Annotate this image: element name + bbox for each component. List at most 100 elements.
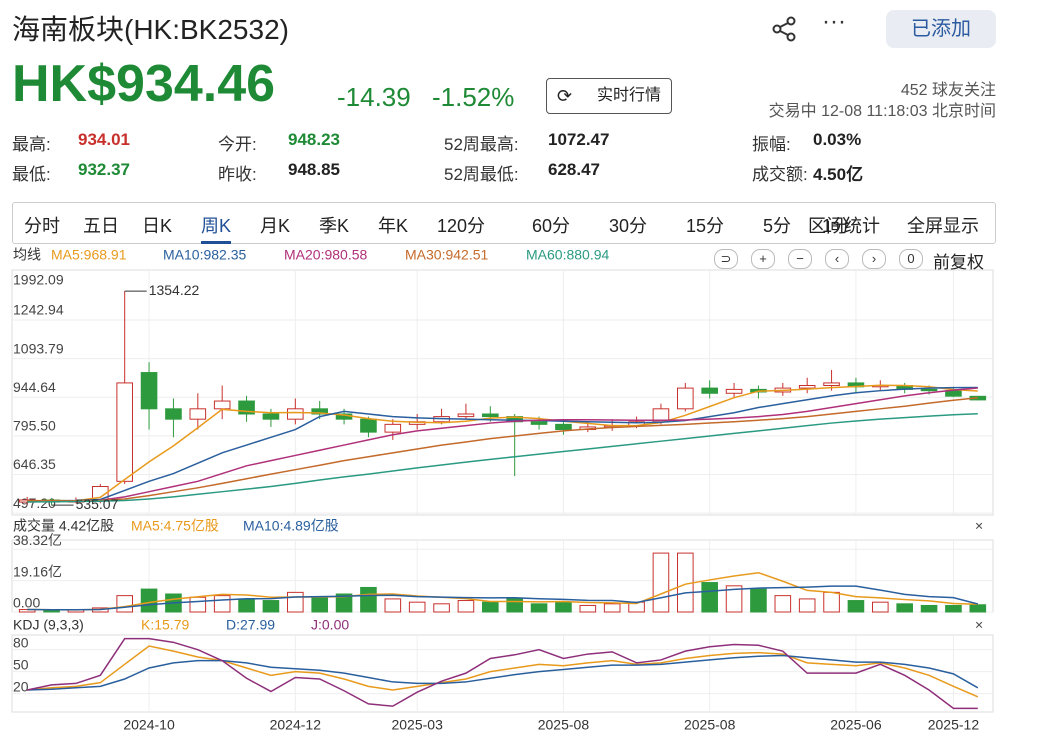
tab[interactable]: 月K <box>260 216 291 236</box>
volume-bar <box>945 604 962 613</box>
y-tick-label: 1093.79 <box>13 340 64 356</box>
panel-frame <box>11 634 994 713</box>
y-tick-label: 944.64 <box>13 379 56 395</box>
candle-body <box>189 408 207 420</box>
candle-body <box>165 408 182 420</box>
volume-bar <box>750 588 767 613</box>
tab[interactable]: 周K <box>201 212 232 244</box>
candle-body <box>140 372 158 410</box>
volume-bar <box>213 595 231 613</box>
stat-label: 最低: <box>12 165 51 184</box>
stat-label: 振幅: <box>752 135 791 154</box>
tab[interactable]: 120分 <box>437 216 486 236</box>
tab[interactable]: 30分 <box>609 216 648 236</box>
close-icon: × <box>975 518 983 534</box>
y-tick-label: 38.32亿 <box>13 532 62 548</box>
tab[interactable]: 5分 <box>763 216 792 236</box>
control-button[interactable]: › <box>862 249 886 269</box>
volume-bar <box>579 604 597 613</box>
line <box>27 637 978 710</box>
x-tick-label: 2025-08 <box>538 717 590 733</box>
status: 交易中 12-08 11:18:03 北京时间 <box>768 103 996 120</box>
volume-bar <box>823 591 840 613</box>
control-button[interactable]: ‹ <box>825 249 849 269</box>
realtime-button[interactable]: ⟳ 实时行情 <box>546 78 672 114</box>
stat-value: 4.50亿 <box>813 165 864 184</box>
y-tick-label: 50 <box>13 656 29 672</box>
volume-bar <box>457 600 475 613</box>
volume-bar <box>287 591 304 613</box>
line <box>27 645 979 698</box>
control-button[interactable]: − <box>788 249 812 269</box>
line <box>27 397 978 502</box>
candle-body <box>555 423 572 431</box>
stat-value: 1072.47 <box>548 130 610 149</box>
volume-bar <box>896 603 913 613</box>
interval-stats[interactable]: 区间统计 <box>808 216 880 236</box>
line <box>27 413 978 503</box>
tab[interactable]: 60分 <box>532 216 571 236</box>
stat-value: 948.85 <box>288 160 340 179</box>
volume-bar <box>482 601 499 613</box>
change: -14.39 <box>337 82 411 112</box>
y-tick-label: 20 <box>13 678 29 694</box>
tab[interactable]: 15分 <box>686 216 725 236</box>
candle-body <box>530 421 548 425</box>
candle-body <box>457 413 475 418</box>
tab[interactable]: 季K <box>319 216 350 236</box>
volume-bar <box>555 601 572 613</box>
candle-body <box>823 382 840 387</box>
title: 海南板块(HK:BK2532) <box>12 14 289 45</box>
control-button[interactable]: 0 <box>899 249 923 269</box>
control-button[interactable]: ⊃ <box>714 249 738 269</box>
volume-bar <box>969 604 987 613</box>
line <box>27 654 979 691</box>
added-button[interactable]: 已添加 <box>886 10 996 48</box>
volume-bar <box>603 603 621 613</box>
close-icon: × <box>975 617 983 633</box>
volume-bar <box>774 595 792 613</box>
legend-entry: K:15.79 <box>141 617 189 633</box>
legend-entry: D:27.99 <box>226 617 275 633</box>
candle-body <box>677 387 694 410</box>
legend-title: KDJ (9,3,3) <box>13 617 84 633</box>
legend-entry: J:0.00 <box>311 617 349 633</box>
line <box>27 387 978 502</box>
volume-bar <box>725 585 743 613</box>
legend-title: 成交量 4.42亿股 <box>13 518 114 534</box>
control-button[interactable]: + <box>751 249 775 269</box>
stat-label: 最高: <box>12 135 51 154</box>
tab[interactable]: 分时 <box>24 216 60 236</box>
stat-value: 948.23 <box>288 130 340 149</box>
tab[interactable]: 1分 <box>822 216 851 236</box>
stat-label: 成交额: <box>752 165 808 184</box>
y-tick-label: 19.16亿 <box>13 563 62 579</box>
line <box>27 571 978 611</box>
tab[interactable]: 年K <box>378 216 409 236</box>
tab[interactable]: 五日 <box>83 216 119 236</box>
legend-entry: MA10:982.35 <box>163 247 246 263</box>
stat-value: 0.03% <box>813 130 862 149</box>
share-icon[interactable] <box>770 14 800 44</box>
candle-body <box>116 382 133 482</box>
panel-frame <box>11 269 994 516</box>
stat-value: 932.37 <box>78 160 130 179</box>
high-label: 1354.22 <box>149 282 200 298</box>
stat-label: 今开: <box>218 135 257 154</box>
legend-entry: MA60:880.94 <box>526 247 609 263</box>
more-icon[interactable]: ··· <box>822 8 846 35</box>
adjust[interactable]: 前复权 <box>933 253 984 272</box>
volume-bar <box>238 598 255 613</box>
stat-label: 昨收: <box>218 165 257 184</box>
candle-body <box>287 408 304 420</box>
fullscreen[interactable]: 全屏显示 <box>907 216 979 236</box>
volume-bar <box>872 601 889 613</box>
tab-bar <box>12 202 996 244</box>
change-pct: -1.52% <box>432 82 515 112</box>
legend-entry: MA5:968.91 <box>51 247 127 263</box>
volume-bar <box>311 596 328 613</box>
stat-label: 52周最低: <box>444 165 519 184</box>
tab[interactable]: 日K <box>142 216 173 236</box>
candle-body <box>482 413 499 418</box>
